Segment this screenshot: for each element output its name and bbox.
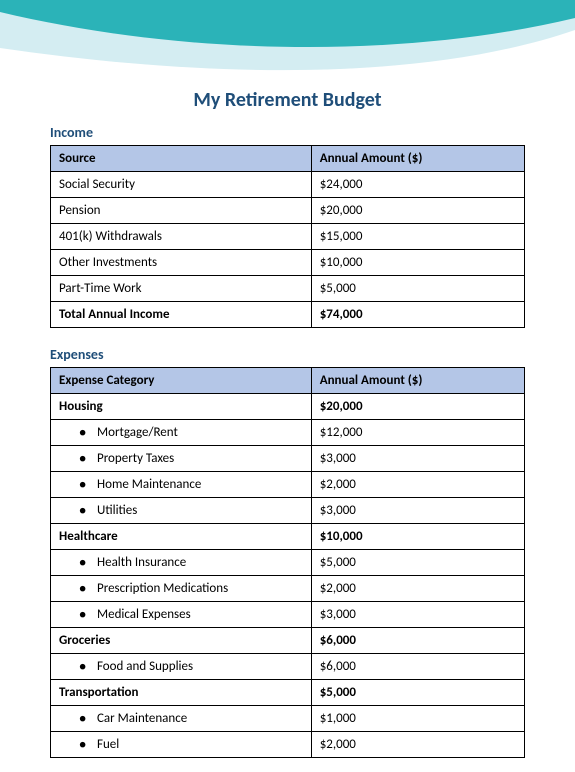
income-amount-cell: $15,000 [311, 224, 524, 250]
expenses-header-row: Expense Category Annual Amount ($) [51, 368, 525, 394]
table-row: ●Car Maintenance$1,000 [51, 706, 525, 732]
income-source-cell: Total Annual Income [51, 302, 312, 328]
expense-amount-cell: $2,000 [311, 576, 524, 602]
bullet-icon: ● [79, 505, 97, 517]
income-source-cell: Social Security [51, 172, 312, 198]
income-col-source: Source [51, 146, 312, 172]
expense-sub-label: Mortgage/Rent [97, 425, 178, 440]
expense-category-cell: Groceries [51, 628, 312, 654]
expense-amount-cell: $2,000 [311, 732, 524, 758]
expense-sub-label: Food and Supplies [97, 659, 193, 674]
expenses-table: Expense Category Annual Amount ($) Housi… [50, 367, 525, 758]
expense-category-cell: ●Health Insurance [51, 550, 312, 576]
expense-sub-label: Health Insurance [97, 555, 186, 570]
expense-category-cell: Transportation [51, 680, 312, 706]
table-row: Part-Time Work$5,000 [51, 276, 525, 302]
bullet-icon: ● [79, 739, 97, 751]
expense-category-cell: ●Home Maintenance [51, 472, 312, 498]
table-row: 401(k) Withdrawals$15,000 [51, 224, 525, 250]
table-row: ●Property Taxes$3,000 [51, 446, 525, 472]
income-source-cell: Part-Time Work [51, 276, 312, 302]
income-source-cell: Pension [51, 198, 312, 224]
table-row: Other Investments$10,000 [51, 250, 525, 276]
expense-amount-cell: $12,000 [311, 420, 524, 446]
table-row: ●Fuel$2,000 [51, 732, 525, 758]
table-row: Healthcare$10,000 [51, 524, 525, 550]
expense-category-cell: ●Property Taxes [51, 446, 312, 472]
expense-category-cell: ●Utilities [51, 498, 312, 524]
table-row: Housing$20,000 [51, 394, 525, 420]
income-source-cell: 401(k) Withdrawals [51, 224, 312, 250]
bullet-icon: ● [79, 713, 97, 725]
expense-sub-label: Property Taxes [97, 451, 174, 466]
table-row: Total Annual Income$74,000 [51, 302, 525, 328]
table-row: Transportation$5,000 [51, 680, 525, 706]
income-heading: Income [50, 124, 525, 141]
income-amount-cell: $10,000 [311, 250, 524, 276]
bullet-icon: ● [79, 557, 97, 569]
table-row: ●Utilities$3,000 [51, 498, 525, 524]
income-amount-cell: $24,000 [311, 172, 524, 198]
bullet-icon: ● [79, 479, 97, 491]
expense-amount-cell: $6,000 [311, 654, 524, 680]
income-amount-cell: $5,000 [311, 276, 524, 302]
expense-sub-label: Car Maintenance [97, 711, 187, 726]
expense-amount-cell: $5,000 [311, 680, 524, 706]
income-source-cell: Other Investments [51, 250, 312, 276]
expenses-col-category: Expense Category [51, 368, 312, 394]
income-amount-cell: $20,000 [311, 198, 524, 224]
expenses-heading: Expenses [50, 346, 525, 363]
expense-category-cell: ●Fuel [51, 732, 312, 758]
table-row: Social Security$24,000 [51, 172, 525, 198]
expense-sub-label: Prescription Medications [97, 581, 228, 596]
table-row: ●Health Insurance$5,000 [51, 550, 525, 576]
expenses-col-amount: Annual Amount ($) [311, 368, 524, 394]
expense-amount-cell: $3,000 [311, 498, 524, 524]
bullet-icon: ● [79, 427, 97, 439]
expense-sub-label: Utilities [97, 503, 137, 518]
table-row: Pension$20,000 [51, 198, 525, 224]
income-col-amount: Annual Amount ($) [311, 146, 524, 172]
expense-category-cell: ●Mortgage/Rent [51, 420, 312, 446]
expense-sub-label: Fuel [97, 737, 119, 752]
table-row: ●Medical Expenses$3,000 [51, 602, 525, 628]
table-row: ●Prescription Medications$2,000 [51, 576, 525, 602]
income-header-row: Source Annual Amount ($) [51, 146, 525, 172]
content-area: My Retirement Budget Income Source Annua… [0, 78, 575, 758]
bullet-icon: ● [79, 453, 97, 465]
table-row: Groceries$6,000 [51, 628, 525, 654]
table-row: ●Mortgage/Rent$12,000 [51, 420, 525, 446]
bullet-icon: ● [79, 609, 97, 621]
expense-sub-label: Medical Expenses [97, 607, 191, 622]
bullet-icon: ● [79, 583, 97, 595]
expense-amount-cell: $1,000 [311, 706, 524, 732]
expense-category-cell: ●Medical Expenses [51, 602, 312, 628]
expense-category-cell: Healthcare [51, 524, 312, 550]
income-table: Source Annual Amount ($) Social Security… [50, 145, 525, 328]
page-title: My Retirement Budget [50, 88, 525, 112]
expense-amount-cell: $2,000 [311, 472, 524, 498]
expense-category-cell: ●Food and Supplies [51, 654, 312, 680]
income-amount-cell: $74,000 [311, 302, 524, 328]
expense-amount-cell: $3,000 [311, 602, 524, 628]
expense-category-cell: ●Car Maintenance [51, 706, 312, 732]
expense-amount-cell: $3,000 [311, 446, 524, 472]
bullet-icon: ● [79, 661, 97, 673]
expense-sub-label: Home Maintenance [97, 477, 201, 492]
expense-category-cell: ●Prescription Medications [51, 576, 312, 602]
expense-category-cell: Housing [51, 394, 312, 420]
expense-amount-cell: $5,000 [311, 550, 524, 576]
header-wave [0, 0, 575, 78]
expense-amount-cell: $20,000 [311, 394, 524, 420]
table-row: ●Food and Supplies$6,000 [51, 654, 525, 680]
expense-amount-cell: $6,000 [311, 628, 524, 654]
table-row: ●Home Maintenance$2,000 [51, 472, 525, 498]
expense-amount-cell: $10,000 [311, 524, 524, 550]
